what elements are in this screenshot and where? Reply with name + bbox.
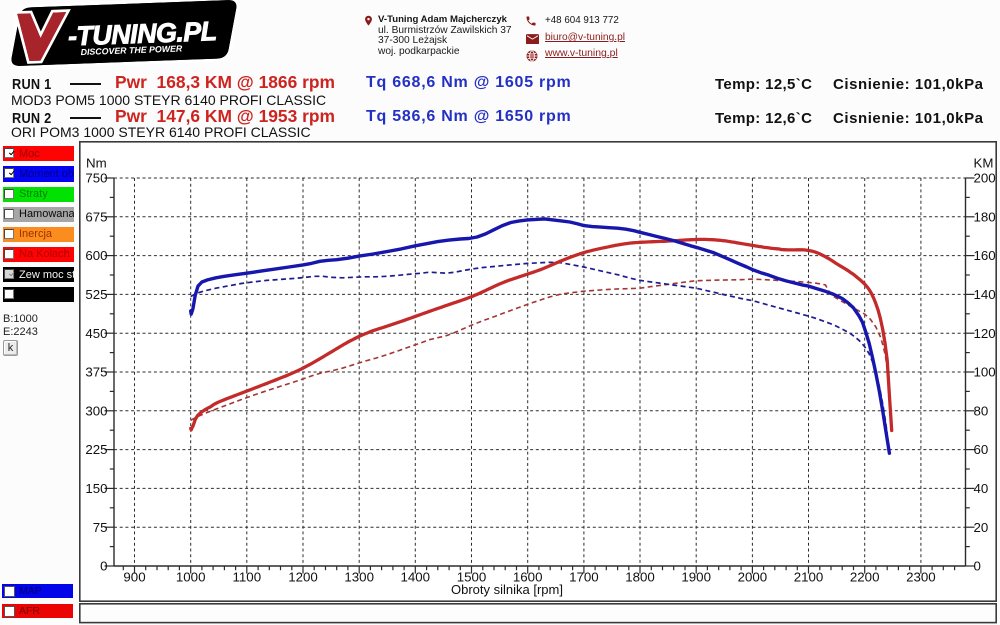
svg-text:300: 300: [85, 403, 107, 418]
svg-text:1000: 1000: [176, 570, 206, 585]
svg-text:160: 160: [974, 248, 996, 263]
svg-text:1300: 1300: [344, 570, 374, 585]
svg-text:2300: 2300: [906, 570, 936, 585]
svg-text:100: 100: [974, 365, 996, 380]
svg-text:200: 200: [974, 171, 996, 186]
svg-text:900: 900: [123, 570, 145, 585]
svg-text:525: 525: [85, 287, 107, 302]
svg-text:2100: 2100: [794, 570, 824, 585]
svg-text:1100: 1100: [233, 570, 262, 585]
svg-text:0: 0: [974, 559, 981, 574]
svg-text:675: 675: [85, 209, 107, 224]
svg-text:1500: 1500: [457, 570, 487, 585]
svg-text:2000: 2000: [738, 570, 768, 585]
svg-text:60: 60: [974, 442, 989, 457]
svg-text:1800: 1800: [625, 570, 655, 585]
svg-text:1400: 1400: [401, 570, 431, 585]
svg-text:80: 80: [974, 403, 989, 418]
svg-text:225: 225: [85, 442, 107, 457]
svg-text:750: 750: [85, 171, 107, 186]
svg-text:DISCOVER THE POWER: DISCOVER THE POWER: [80, 43, 183, 57]
svg-text:Nm: Nm: [86, 156, 107, 171]
svg-text:75: 75: [93, 520, 108, 535]
svg-text:600: 600: [85, 248, 107, 263]
svg-text:140: 140: [974, 287, 996, 302]
svg-text:450: 450: [85, 326, 107, 341]
svg-text:150: 150: [85, 481, 107, 496]
svg-text:1200: 1200: [288, 570, 318, 585]
svg-text:1700: 1700: [569, 570, 599, 585]
svg-text:0: 0: [100, 559, 107, 574]
svg-text:40: 40: [974, 481, 989, 496]
svg-text:-TUNING.PL: -TUNING.PL: [68, 16, 217, 51]
svg-text:2200: 2200: [850, 570, 880, 585]
svg-text:KM: KM: [974, 156, 994, 171]
svg-text:20: 20: [974, 520, 989, 535]
svg-text:1600: 1600: [513, 570, 543, 585]
svg-text:1900: 1900: [681, 570, 711, 585]
svg-text:120: 120: [974, 326, 996, 341]
svg-text:375: 375: [85, 365, 107, 380]
svg-text:180: 180: [974, 209, 996, 224]
svg-text:Obroty silnika [rpm]: Obroty silnika [rpm]: [451, 582, 563, 597]
